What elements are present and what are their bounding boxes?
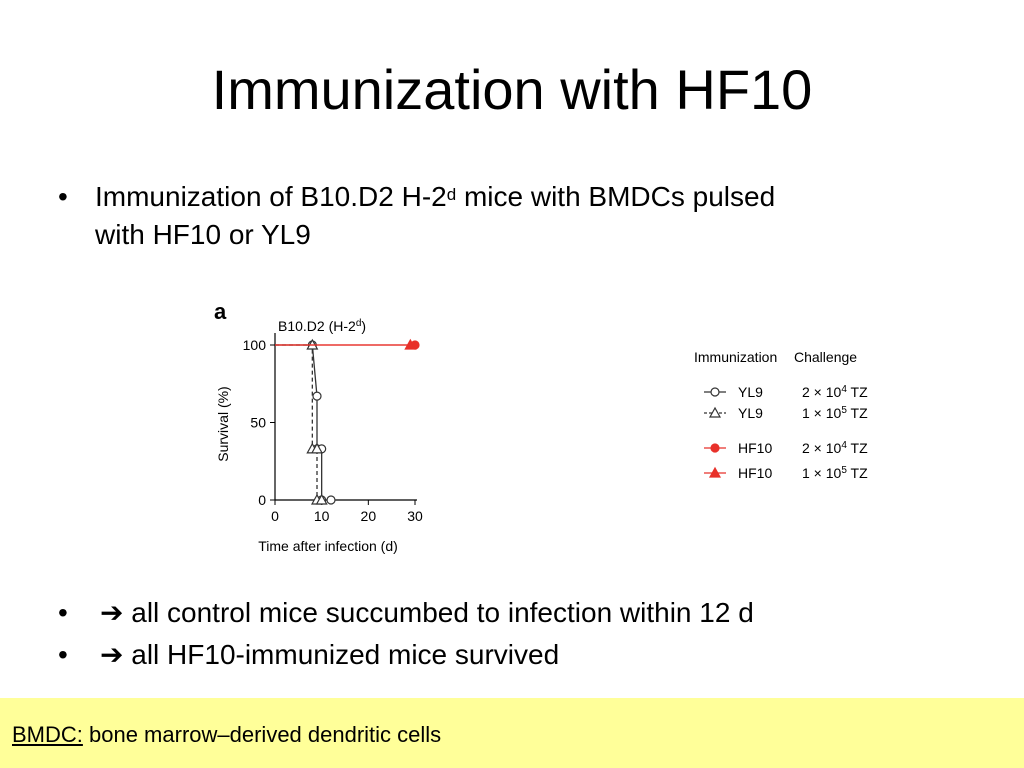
legend-row-3: HF10 2 × 104 TZ <box>704 440 868 456</box>
y-tick-label: 0 <box>258 492 266 508</box>
y-tick-label: 50 <box>250 415 266 431</box>
bullet-main-suffix: mice with BMDCs pulsed <box>456 181 776 212</box>
x-tick-label: 30 <box>407 508 423 524</box>
bullet-result-2-text: ➔ all HF10-immunized mice survived <box>100 638 559 672</box>
chart-series <box>275 338 420 505</box>
data-point <box>326 495 336 505</box>
legend-marker <box>710 387 720 397</box>
panel-label: a <box>214 299 227 324</box>
bullet-main-line2: with HF10 or YL9 <box>95 219 311 250</box>
arrow-icon: ➔ <box>100 597 124 628</box>
legend-challenge-suffix: TZ <box>847 440 868 456</box>
legend-row-4: HF10 1 × 105 TZ <box>704 465 868 481</box>
legend-series-name: HF10 <box>738 465 772 481</box>
legend-challenge: 1 × 105 TZ <box>802 465 868 481</box>
legend-challenge: 2 × 104 TZ <box>802 384 868 400</box>
bullet-result-2-label: all HF10-immunized mice survived <box>123 639 560 670</box>
chart-title: B10.D2 (H-2d) <box>278 318 366 334</box>
bullet-dot: • <box>58 639 68 670</box>
footer-definition: bone marrow–derived dendritic cells <box>82 722 442 747</box>
legend-marker <box>710 443 720 453</box>
legend-challenge-exp: 5 <box>841 405 847 416</box>
bullet-result-2: • ➔ all HF10-immunized mice survived <box>58 638 958 672</box>
bullet-main: • Immunization of B10.D2 H-2d mice with … <box>58 180 958 252</box>
bullet-main-line1: Immunization of B10.D2 H-2d mice with BM… <box>95 180 775 214</box>
bullet-dot: • <box>58 181 68 212</box>
legend-challenge-prefix: 2 × 10 <box>802 440 842 456</box>
bullet-dot: • <box>58 597 68 628</box>
bullet-result-1: • ➔ all control mice succumbed to infect… <box>58 596 958 630</box>
bullet-result-1-label: all control mice succumbed to infection … <box>123 597 754 628</box>
legend-challenge-prefix: 2 × 10 <box>802 384 842 400</box>
legend-challenge-suffix: TZ <box>847 465 868 481</box>
x-tick-label: 10 <box>314 508 330 524</box>
legend-row-1: YL9 2 × 104 TZ <box>704 384 868 400</box>
legend-challenge-exp: 4 <box>841 384 847 395</box>
chart-title-prefix: B10.D2 (H-2 <box>278 318 356 334</box>
footer-term: BMDC: <box>12 722 83 747</box>
legend-series-name: YL9 <box>738 384 763 400</box>
y-tick-label: 100 <box>243 337 267 353</box>
legend-challenge-suffix: TZ <box>847 405 868 421</box>
bullet-main-prefix: Immunization of B10.D2 H-2 <box>95 181 447 212</box>
data-point <box>404 338 417 350</box>
data-point <box>310 442 324 454</box>
legend-row-2: YL9 1 × 105 TZ <box>704 405 868 421</box>
y-axis-label: Survival (%) <box>215 386 231 461</box>
chart-title-suffix: ) <box>361 318 366 334</box>
x-tick-label: 0 <box>271 508 279 524</box>
bullet-main-superscript: d <box>446 185 457 204</box>
series-line <box>275 344 331 501</box>
series-1 <box>275 340 336 505</box>
legend-challenge-prefix: 1 × 10 <box>802 465 842 481</box>
legend-challenge-suffix: TZ <box>847 384 868 400</box>
legend-challenge-prefix: 1 × 10 <box>802 405 842 421</box>
legend-challenge: 1 × 105 TZ <box>802 405 868 421</box>
legend-challenge: 2 × 104 TZ <box>802 440 868 456</box>
arrow-icon: ➔ <box>100 639 124 670</box>
survival-chart: a B10.D2 (H-2d) 0 10 20 30 0 50 100 Time after… <box>214 299 868 554</box>
slide-title: Immunization with HF10 <box>211 58 813 121</box>
legend-series-name: YL9 <box>738 405 763 421</box>
legend-marker <box>708 406 722 418</box>
footer-definition-bar: BMDC: bone marrow–derived dendritic cell… <box>0 698 1024 768</box>
legend-series-name: HF10 <box>738 440 772 456</box>
data-point <box>315 493 328 505</box>
chart-axes: 0 10 20 30 0 50 100 <box>243 333 423 524</box>
legend-marker <box>708 466 722 478</box>
x-tick-label: 20 <box>361 508 377 524</box>
data-point <box>312 391 322 401</box>
chart-title-sup: d <box>356 318 362 329</box>
series-4 <box>275 338 417 350</box>
footer-text: BMDC: bone marrow–derived dendritic cell… <box>12 722 441 748</box>
legend-challenge-exp: 5 <box>841 465 847 476</box>
legend-header-challenge: Challenge <box>794 349 857 365</box>
series-2 <box>275 338 328 505</box>
legend-challenge-exp: 4 <box>841 440 847 451</box>
bullet-result-1-text: ➔ all control mice succumbed to infectio… <box>100 596 754 630</box>
x-axis-label: Time after infection (d) <box>258 538 398 554</box>
legend-header-immunization: Immunization <box>694 349 777 365</box>
